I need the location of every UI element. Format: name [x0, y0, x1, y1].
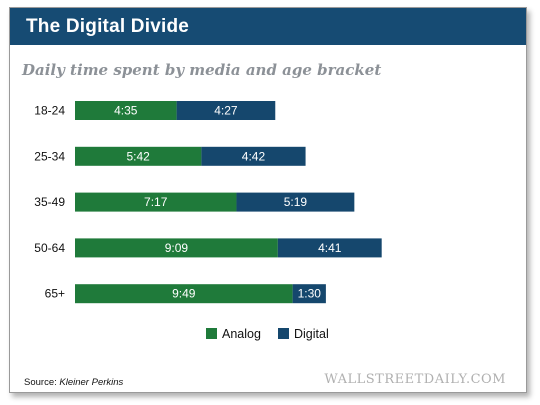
category-label-25-34: 25-34 [34, 149, 65, 163]
bar-label-digital-65-: 1:30 [298, 287, 322, 301]
bar-label-digital-50-64: 4:41 [318, 241, 342, 255]
bar-digital-35-49 [236, 192, 355, 212]
bar-label-analog-18-24: 4:35 [114, 104, 138, 118]
category-label-50-64: 50-64 [34, 241, 65, 255]
watermark: WALLSTREETDAILY.COM [324, 372, 506, 387]
bar-label-digital-18-24: 4:27 [214, 104, 238, 118]
bar-label-digital-35-49: 5:19 [284, 195, 308, 209]
bar-label-analog-35-49: 7:17 [144, 195, 168, 209]
bar-analog-35-49 [75, 192, 237, 212]
chart-subtitle: Daily time spent by media and age bracke… [22, 61, 382, 79]
bar-label-digital-25-34: 4:42 [242, 149, 266, 163]
bar-analog-50-64 [75, 238, 278, 258]
chart-header-title: The Digital Divide [26, 16, 190, 37]
legend-label-digital: Digital [294, 327, 329, 341]
bar-label-analog-65-: 9:49 [172, 287, 196, 301]
category-label-65-: 65+ [45, 287, 65, 301]
bar-label-analog-25-34: 5:42 [127, 149, 151, 163]
source-name: Kleiner Perkins [59, 377, 124, 388]
bar-analog-25-34 [75, 146, 202, 166]
source-note: Source: Kleiner Perkins [24, 377, 123, 388]
bar-digital-65- [292, 284, 326, 304]
bar-chart: 18-24 4:35 4:27 25-34 5:42 4:42 35-49 7:17 5:19 5… [34, 101, 382, 341]
bar-analog-18-24 [75, 101, 177, 120]
source-prefix: Source: [24, 377, 60, 388]
chart-header: The Digital Divide [10, 8, 526, 45]
legend-swatch-digital [278, 328, 289, 339]
bar-label-analog-50-64: 9:09 [165, 241, 189, 255]
bar-digital-18-24 [176, 101, 276, 120]
bar-digital-50-64 [277, 238, 382, 258]
category-label-18-24: 18-24 [34, 104, 65, 118]
bar-analog-65- [75, 284, 293, 304]
chart-card: The Digital Divide Daily time spent by m… [9, 7, 527, 393]
bar-digital-25-34 [201, 146, 306, 166]
legend-swatch-analog [206, 328, 217, 339]
legend-label-analog: Analog [222, 327, 261, 341]
category-label-35-49: 35-49 [34, 195, 65, 209]
